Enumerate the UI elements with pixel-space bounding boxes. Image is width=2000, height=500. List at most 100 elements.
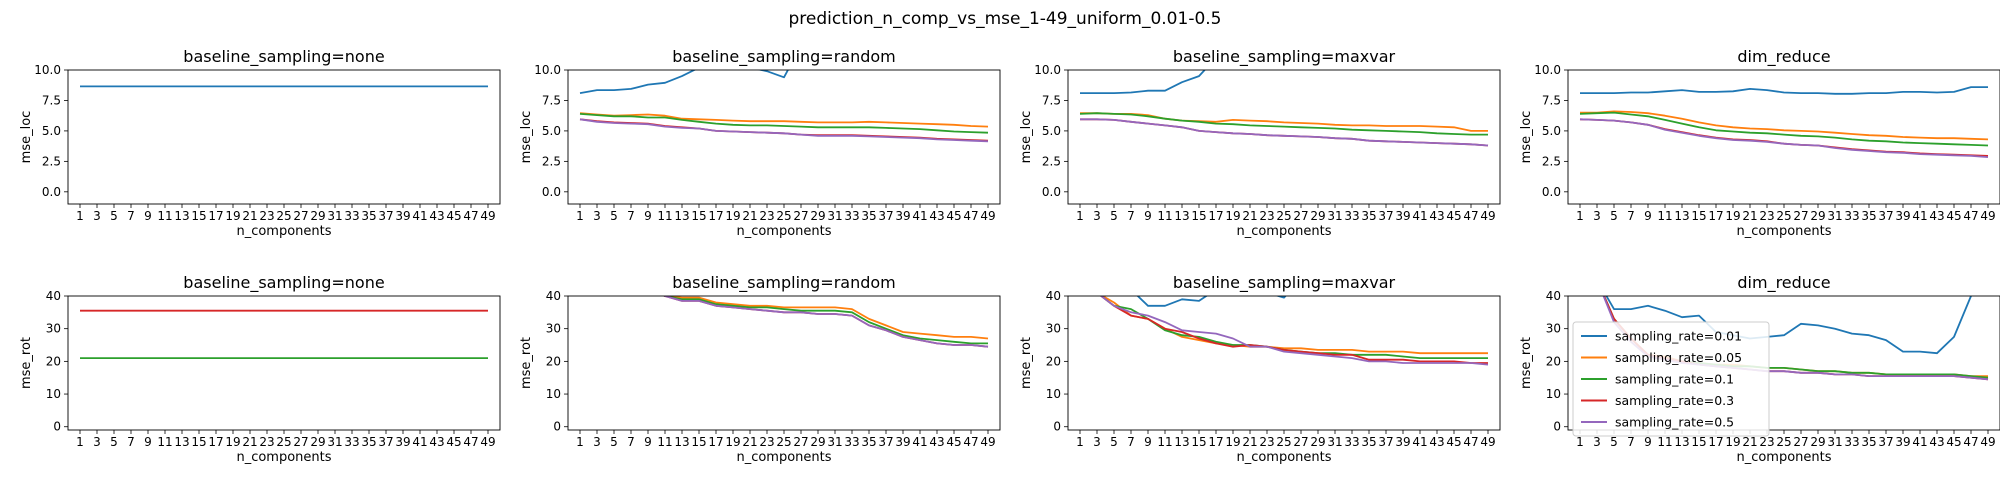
y-tick-label: 2.5: [42, 154, 61, 168]
x-tick-label: 25: [276, 209, 291, 223]
series-lines: [1579, 86, 1989, 158]
x-tick-label: 21: [242, 209, 257, 223]
x-tick-label: 33: [1344, 435, 1359, 449]
x-tick-label: 9: [1144, 435, 1152, 449]
x-tick-label: 43: [429, 209, 444, 223]
y-tick-label: 5.0: [542, 124, 561, 138]
x-tick-label: 17: [208, 435, 223, 449]
x-tick-label: 1: [1076, 209, 1084, 223]
y-tick-label: 2.5: [1042, 154, 1061, 168]
x-tick-label: 19: [1225, 209, 1240, 223]
x-tick-label: 35: [1861, 435, 1876, 449]
x-tick-label: 11: [657, 435, 672, 449]
y-tick-label: 30: [546, 322, 561, 336]
series-line-sampling_rate=0.01: [1136, 296, 1287, 307]
x-tick-label: 35: [1361, 435, 1376, 449]
x-tick-label: 37: [878, 209, 893, 223]
x-tick-label: 43: [1429, 435, 1444, 449]
x-tick-label: 5: [110, 209, 118, 223]
x-tick-label: 19: [725, 209, 740, 223]
x-tick-label: 27: [1293, 209, 1308, 223]
x-tick-label: 43: [929, 435, 944, 449]
x-tick-label: 13: [174, 435, 189, 449]
series-line-sampling_rate=0.5: [1579, 118, 1989, 158]
x-tick-label: 47: [1463, 435, 1478, 449]
x-tick-label: 41: [912, 435, 927, 449]
subplot-title: baseline_sampling=none: [183, 47, 384, 67]
x-tick-label: 39: [1895, 209, 1910, 223]
x-axis-label: n_components: [1236, 450, 1331, 465]
y-tick-label: 20: [1046, 354, 1061, 368]
x-tick-label: 39: [1895, 435, 1910, 449]
y-axis-label: mse_loc: [519, 111, 534, 164]
y-tick-label: 20: [1546, 354, 1561, 368]
x-tick-label: 15: [1191, 209, 1206, 223]
x-tick-label: 27: [793, 209, 808, 223]
x-tick-label: 33: [344, 209, 359, 223]
x-tick-label: 15: [191, 435, 206, 449]
x-tick-label: 33: [344, 435, 359, 449]
y-tick-label: 10: [1046, 387, 1061, 401]
x-tick-label: 27: [293, 435, 308, 449]
x-tick-label: 47: [463, 435, 478, 449]
x-tick-label: 33: [1344, 209, 1359, 223]
x-tick-label: 3: [593, 209, 601, 223]
x-tick-label: 17: [208, 209, 223, 223]
x-tick-label: 37: [378, 209, 393, 223]
y-tick-label: 10: [1546, 387, 1561, 401]
x-tick-label: 29: [1310, 435, 1325, 449]
x-tick-label: 35: [361, 209, 376, 223]
y-tick-label: 5.0: [1042, 124, 1061, 138]
x-tick-label: 21: [1242, 435, 1257, 449]
x-tick-label: 13: [174, 209, 189, 223]
x-tick-label: 49: [480, 209, 495, 223]
x-tick-label: 19: [225, 209, 240, 223]
x-tick-label: 3: [1593, 435, 1601, 449]
x-tick-label: 29: [1810, 435, 1825, 449]
series-line-sampling_rate=0.1: [1579, 111, 1989, 147]
x-tick-label: 37: [1878, 435, 1893, 449]
x-tick-label: 25: [1276, 435, 1291, 449]
y-tick-label: 2.5: [1542, 154, 1561, 168]
x-tick-label: 9: [144, 435, 152, 449]
x-tick-label: 49: [980, 209, 995, 223]
y-tick-label: 0.0: [542, 185, 561, 199]
y-tick-label: 7.5: [1542, 93, 1561, 107]
x-tick-label: 21: [1242, 209, 1257, 223]
y-tick-label: 0.0: [42, 185, 61, 199]
x-tick-label: 33: [1844, 209, 1859, 223]
x-tick-label: 41: [1912, 209, 1927, 223]
figure-suptitle: prediction_n_comp_vs_mse_1-49_uniform_0.…: [789, 9, 1222, 29]
subplot-title: baseline_sampling=none: [183, 273, 384, 293]
series-lines: [662, 296, 989, 348]
x-tick-label: 23: [1759, 435, 1774, 449]
y-tick-label: 40: [1046, 289, 1061, 303]
x-tick-label: 11: [157, 209, 172, 223]
x-tick-label: 5: [610, 435, 618, 449]
x-tick-label: 33: [844, 209, 859, 223]
x-tick-label: 11: [1157, 209, 1172, 223]
y-tick-label: 30: [1046, 322, 1061, 336]
x-tick-label: 43: [1929, 209, 1944, 223]
x-tick-label: 17: [1708, 435, 1723, 449]
x-tick-label: 19: [1725, 435, 1740, 449]
y-tick-label: 7.5: [542, 93, 561, 107]
series-line-sampling_rate=0.5: [579, 118, 989, 143]
x-tick-label: 31: [827, 435, 842, 449]
x-tick-label: 27: [793, 435, 808, 449]
y-axis-label: mse_rot: [1019, 337, 1034, 389]
x-tick-label: 17: [1708, 209, 1723, 223]
x-tick-label: 31: [1327, 435, 1342, 449]
x-tick-label: 39: [395, 209, 410, 223]
x-tick-label: 9: [1644, 435, 1652, 449]
legend-entry-label: sampling_rate=0.05: [1615, 350, 1742, 365]
x-tick-label: 7: [1627, 435, 1635, 449]
x-tick-label: 3: [1093, 435, 1101, 449]
x-tick-label: 43: [1929, 435, 1944, 449]
x-tick-label: 39: [1395, 209, 1410, 223]
x-tick-label: 45: [1446, 435, 1461, 449]
x-tick-label: 33: [1844, 435, 1859, 449]
legend-entry-label: sampling_rate=0.01: [1615, 329, 1742, 344]
